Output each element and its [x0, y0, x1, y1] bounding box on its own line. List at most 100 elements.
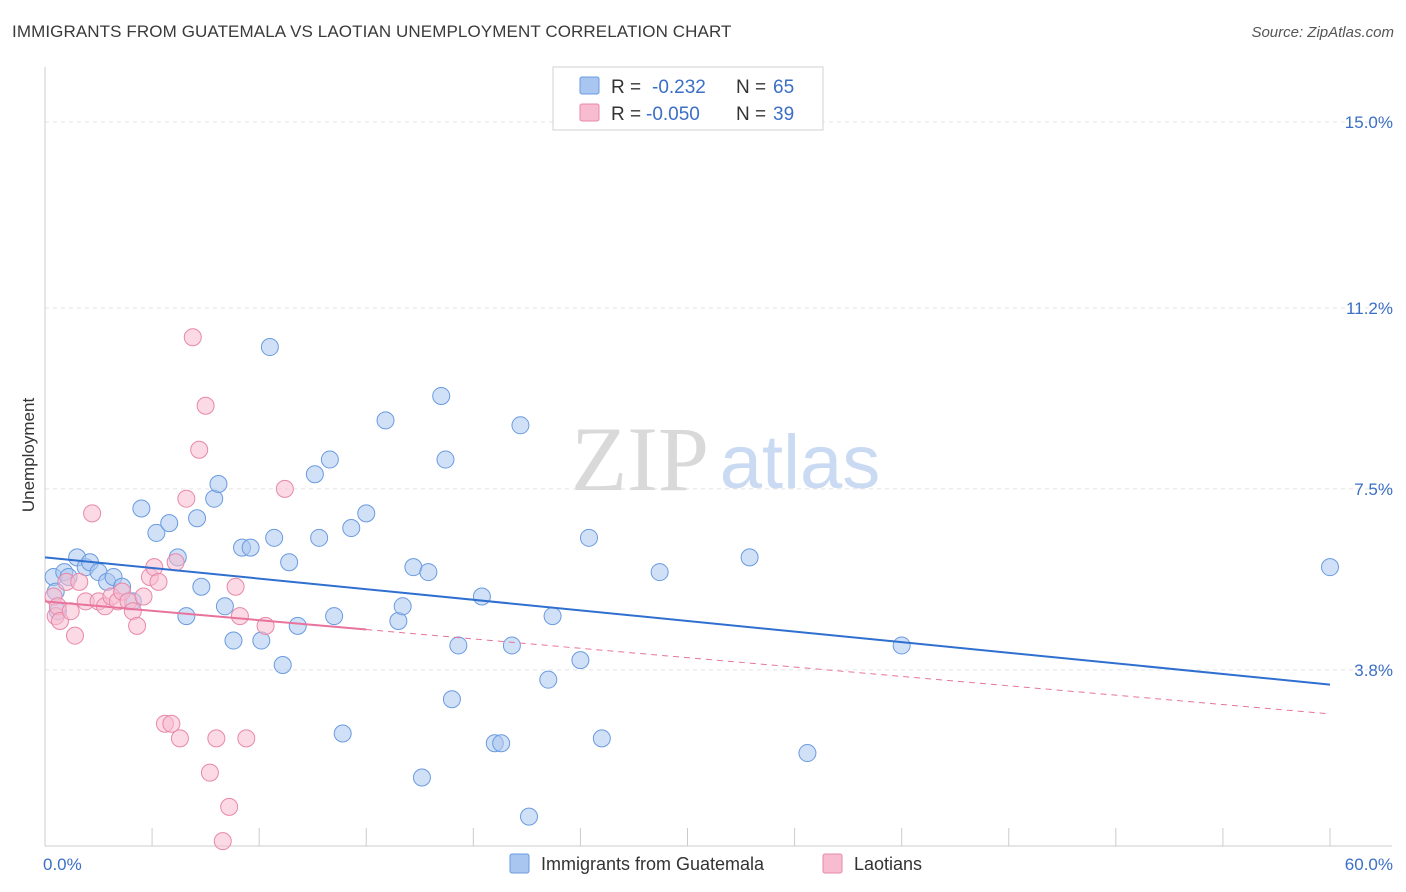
y-tick-labels: 3.8% 7.5% 11.2% 15.0%: [1345, 113, 1393, 680]
guatemala-point: [265, 528, 284, 547]
guatemala-point: [288, 616, 307, 635]
y-tick-label-3: 15.0%: [1345, 113, 1393, 132]
laotians-point: [275, 479, 294, 498]
legend-swatch-guatemala: [579, 76, 600, 95]
watermark: ZIP atlas: [571, 408, 880, 510]
gridlines: [45, 121, 1392, 671]
guatemala-point: [209, 475, 228, 494]
laotians-point: [200, 763, 219, 782]
guatemala-point: [442, 690, 461, 709]
laotians-point: [170, 729, 189, 748]
laotians-point: [220, 797, 239, 816]
guatemala-point: [472, 587, 491, 606]
guatemala-point: [241, 538, 260, 557]
trend-line-0: [44, 556, 1331, 686]
chart-source: Source: ZipAtlas.com: [1251, 24, 1394, 41]
laotians-point: [230, 607, 249, 626]
y-tick-label-2: 11.2%: [1346, 299, 1393, 318]
guatemala-point: [511, 416, 530, 435]
legend-n-label-0: N =: [736, 77, 766, 98]
guatemala-point: [147, 523, 166, 542]
bottom-legend: Immigrants from Guatemala Laotians: [509, 853, 922, 874]
legend-r-label-1: R =: [611, 104, 641, 125]
laotians-point: [207, 729, 226, 748]
guatemala-point: [1321, 558, 1339, 577]
trend-line-1: [44, 600, 367, 631]
guatemala-point: [892, 636, 911, 655]
legend-r-label-0: R =: [611, 77, 641, 98]
legend-swatch-laotians: [579, 103, 600, 122]
trend-lines: [44, 556, 1331, 715]
x-tick-labels: 0.0% 60.0%: [43, 855, 1393, 874]
laotians-point: [237, 729, 256, 748]
guatemala-point: [325, 607, 344, 626]
laotians-point: [183, 328, 202, 347]
guatemala-point: [502, 636, 521, 655]
laotians-point: [196, 396, 215, 415]
laotians-point: [162, 714, 181, 733]
guatemala-point: [520, 807, 539, 826]
laotians-point: [213, 832, 232, 851]
watermark-atlas: atlas: [720, 420, 881, 505]
guatemala-point: [320, 450, 339, 469]
laotians-point: [134, 587, 153, 606]
laotians-point: [190, 440, 209, 459]
guatemala-point: [412, 768, 431, 787]
laotians-point: [128, 616, 147, 635]
legend-r-value-0: -0.232: [652, 77, 706, 98]
x-tick-label-0: 0.0%: [43, 855, 82, 874]
guatemala-point: [342, 519, 361, 538]
guatemala-point: [571, 651, 590, 670]
guatemala-point: [449, 636, 468, 655]
legend-r-value-1: -0.050: [646, 104, 700, 125]
legend-n-value-1: 39: [773, 104, 794, 125]
bottom-legend-swatch-guatemala: [509, 853, 530, 874]
top-legend: R = -0.232 N = 65 R = -0.050 N = 39: [552, 66, 824, 131]
guatemala-point: [492, 734, 511, 753]
guatemala-point: [357, 504, 376, 523]
bottom-legend-label-guatemala: Immigrants from Guatemala: [541, 854, 765, 874]
guatemala-point: [188, 509, 207, 528]
guatemala-point: [539, 670, 558, 689]
guatemala-point: [192, 577, 211, 596]
guatemala-point: [305, 465, 324, 484]
guatemala-point: [432, 386, 451, 405]
guatemala-point: [650, 563, 669, 582]
guatemala-point: [579, 528, 598, 547]
laotians-point: [83, 504, 102, 523]
guatemala-point: [224, 631, 243, 650]
chart-title: IMMIGRANTS FROM GUATEMALA VS LAOTIAN UNE…: [12, 22, 732, 41]
guatemala-point: [404, 558, 423, 577]
guatemala-point: [215, 597, 234, 616]
trend-line-extension-1: [366, 629, 1331, 715]
guatemala-point: [798, 744, 817, 763]
guatemala-point: [260, 338, 279, 357]
guatemala-point: [740, 548, 759, 567]
bottom-legend-label-laotians: Laotians: [854, 854, 922, 874]
laotians-point: [226, 577, 245, 596]
guatemala-point: [419, 563, 438, 582]
guatemala-point: [592, 729, 611, 748]
laotians-point: [166, 553, 185, 572]
laotians-point: [177, 489, 196, 508]
y-tick-label-0: 3.8%: [1354, 661, 1393, 680]
guatemala-point: [436, 450, 455, 469]
data-points: [44, 328, 1339, 851]
guatemala-point: [376, 411, 395, 430]
guatemala-point: [160, 514, 179, 533]
laotians-point: [149, 572, 168, 591]
guatemala-point: [177, 607, 196, 626]
y-axis-title: Unemployment: [19, 398, 38, 513]
legend-n-value-0: 65: [773, 77, 794, 98]
guatemala-point: [310, 528, 329, 547]
guatemala-point: [543, 607, 562, 626]
guatemala-point: [333, 724, 352, 743]
guatemala-point: [273, 656, 292, 675]
y-tick-label-1: 7.5%: [1354, 480, 1393, 499]
axes: [44, 67, 1392, 847]
watermark-zip: ZIP: [571, 408, 709, 510]
guatemala-point: [393, 597, 412, 616]
laotians-point: [70, 572, 89, 591]
bottom-legend-swatch-laotians: [822, 853, 843, 874]
